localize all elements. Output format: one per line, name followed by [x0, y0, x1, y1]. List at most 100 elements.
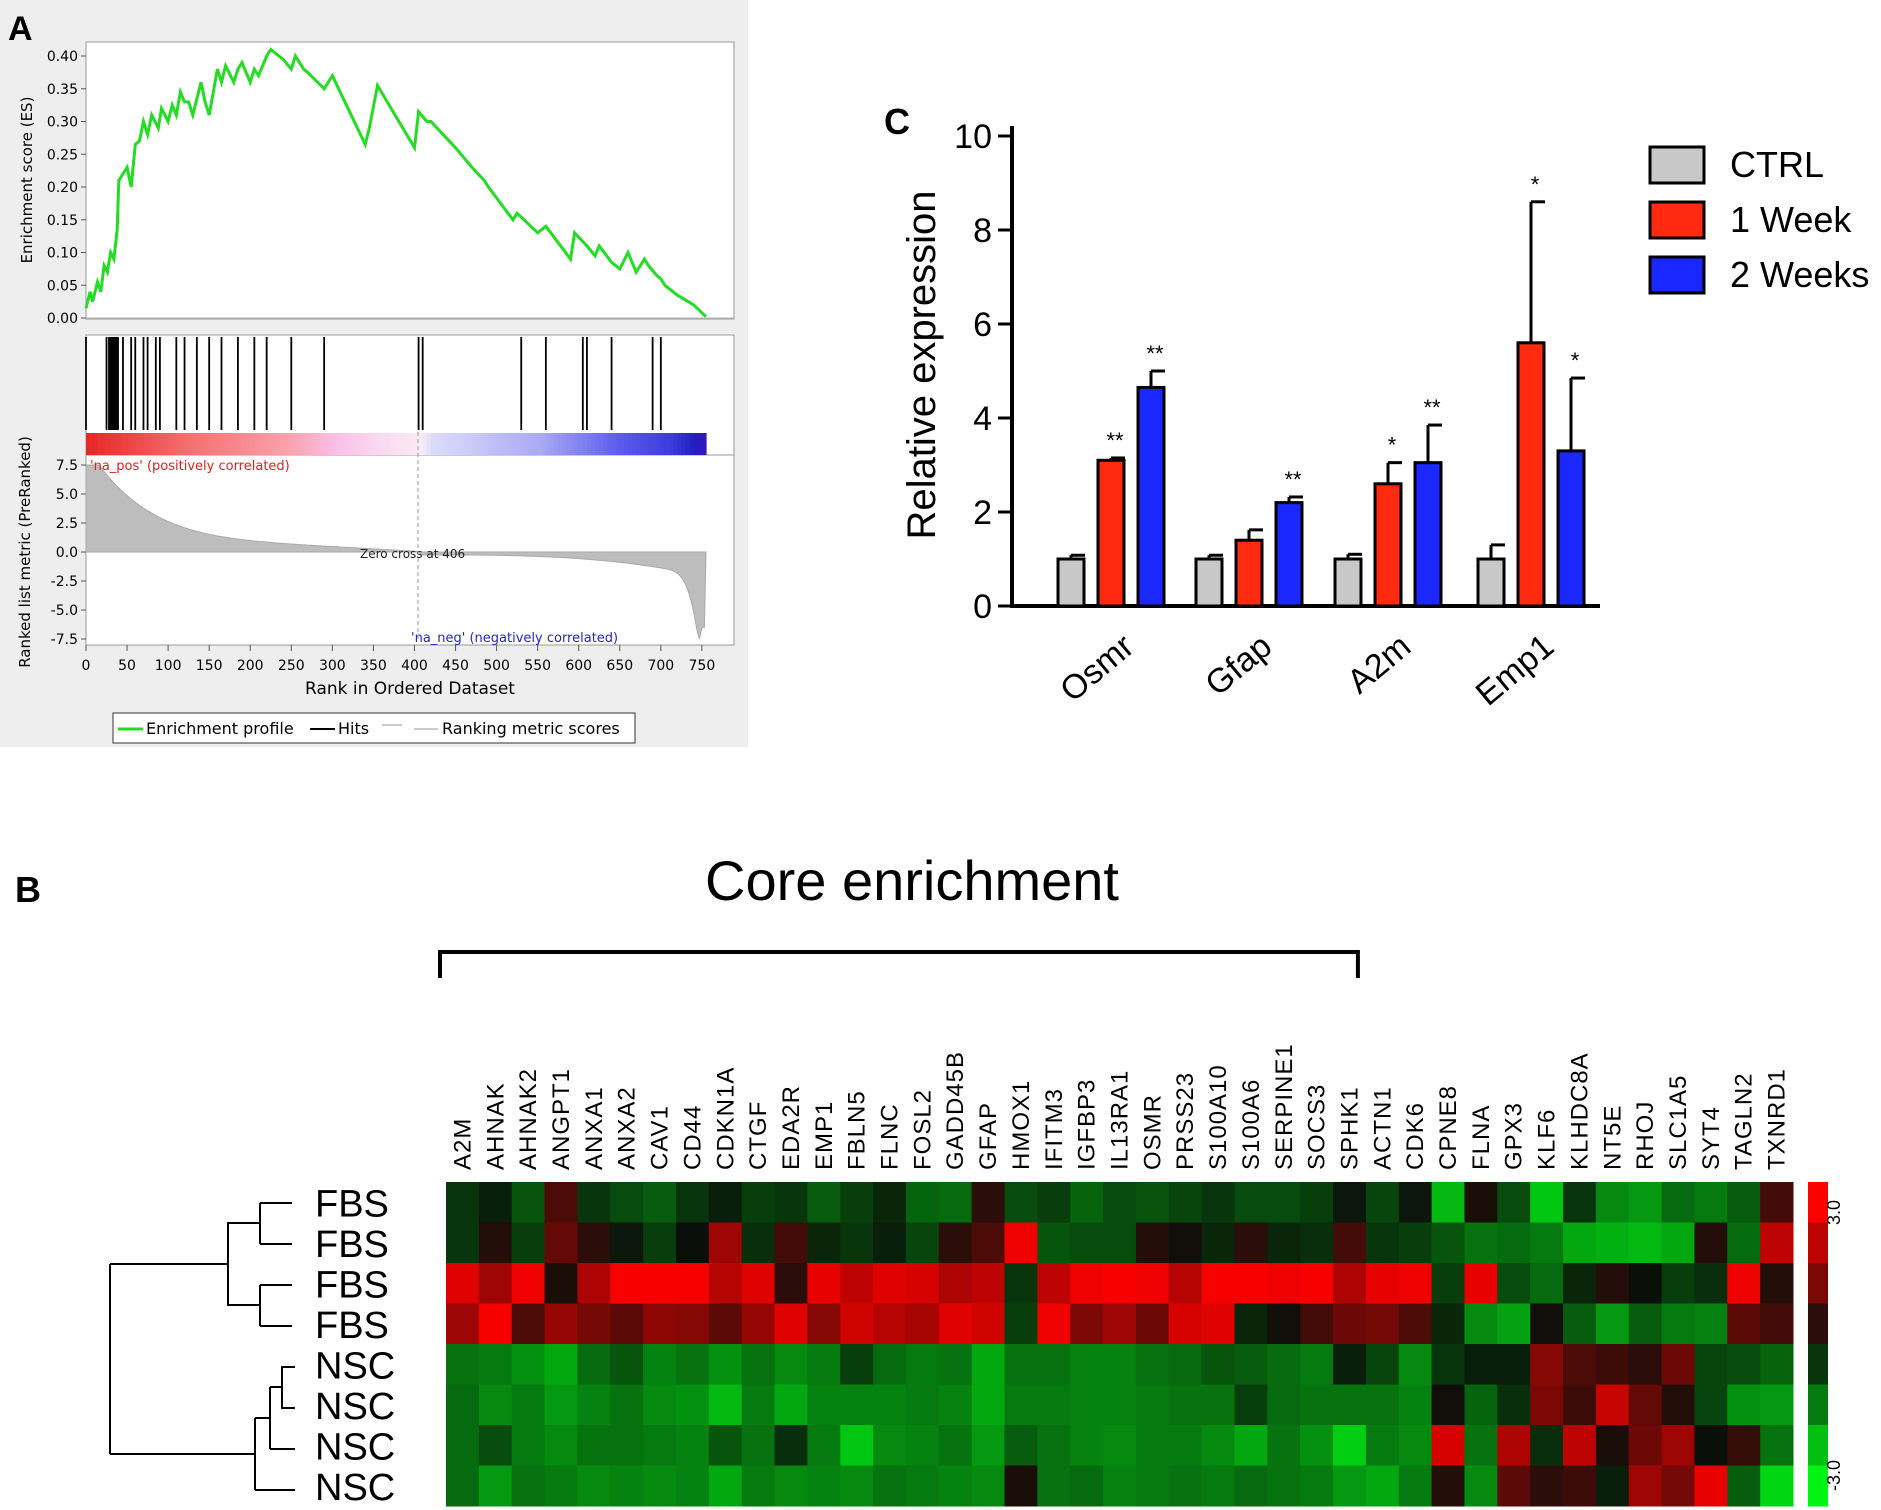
colorbar-segment: [500, 433, 506, 455]
es-y-axis-label: Enrichment score (ES): [18, 97, 36, 264]
heatmap-sample-label: NSC: [315, 1345, 395, 1387]
heatmap-cell: [1497, 1465, 1531, 1507]
heatmap-cell: [1168, 1222, 1203, 1264]
heatmap-cell: [610, 1222, 644, 1264]
heatmap-cell: [1037, 1384, 1071, 1426]
bar: [1373, 482, 1403, 608]
colorbar-segment: [615, 433, 621, 455]
rank-x-axis: 0 50 100 150 200 250 300 350 400 450 500 550 600 650 7…: [82, 645, 715, 674]
bar-category-label: A2m: [1340, 627, 1418, 701]
colorbar-segment: [701, 433, 707, 455]
colorbar-segment: [492, 433, 498, 455]
heatmap-cell: [1135, 1384, 1170, 1426]
heatmap-cell: [905, 1425, 940, 1466]
colorbar-segment: [246, 433, 251, 455]
bar: [1234, 538, 1264, 608]
colorbar-segment: [422, 433, 428, 455]
heatmap-cell: [1760, 1303, 1794, 1345]
heatmap-cell: [905, 1465, 940, 1507]
heatmap-cell: [511, 1263, 546, 1304]
heatmap-cell: [1037, 1263, 1071, 1304]
colorbar-segment: [480, 433, 485, 455]
colorbar-segment: [373, 433, 379, 455]
heatmap-cell: [1300, 1344, 1334, 1385]
bar-legend-swatch: [1648, 145, 1706, 185]
heatmap-cell: [807, 1465, 841, 1507]
heatmap-cell: [643, 1263, 677, 1304]
heatmap-cell: [643, 1182, 677, 1223]
heatmap-cell: [1004, 1182, 1038, 1223]
heatmap-cell: [643, 1222, 677, 1264]
bar: [1413, 461, 1443, 608]
bar-y-tick-label: 6: [973, 306, 992, 344]
heatmap-gene-label: EMP1: [811, 1101, 838, 1170]
heatmap-cell: [807, 1344, 841, 1385]
heatmap-cell: [1234, 1182, 1268, 1223]
heatmap-cell: [577, 1384, 611, 1426]
colorbar-segment: [172, 433, 177, 455]
heatmap-cell: [1365, 1222, 1400, 1264]
heatmap-cell: [1530, 1182, 1564, 1223]
heatmap-cell: [577, 1344, 611, 1385]
heatmap-cell: [1168, 1303, 1203, 1345]
heatmap-sample-label: FBS: [315, 1183, 389, 1225]
bar: [1516, 341, 1546, 608]
legend-enrichment-profile: Enrichment profile: [146, 719, 294, 738]
heatmap-cell: [1464, 1384, 1498, 1426]
heatmap-cell: [511, 1182, 546, 1223]
heatmap-gene-label: GADD45B: [942, 1051, 969, 1170]
heatmap-cell: [905, 1222, 940, 1264]
colorbar-segment: [644, 433, 650, 455]
heatmap-cell: [1070, 1344, 1104, 1385]
colorbar-segment: [118, 433, 124, 455]
heatmap-cell: [1267, 1384, 1301, 1426]
heatmap-cell: [1628, 1384, 1663, 1426]
heatmap-cell: [1365, 1344, 1400, 1385]
color-scale-max-label: 3.0: [1824, 1200, 1844, 1225]
heatmap-cell: [1365, 1384, 1400, 1426]
colorbar-segment: [484, 433, 489, 455]
heatmap-cell: [774, 1344, 808, 1385]
heatmap-cell: [1628, 1425, 1663, 1466]
heatmap-cell: [1135, 1344, 1170, 1385]
bar-legend-swatch: [1648, 255, 1706, 295]
heatmap-cell: [1563, 1384, 1597, 1426]
heatmap-cell: [708, 1344, 743, 1385]
ranked-y-tick-label: -2.5: [51, 574, 78, 590]
heatmap-cell: [446, 1344, 480, 1385]
colorbar-segment: [348, 433, 354, 455]
colorbar-segment: [648, 433, 654, 455]
color-scale-segment: [1808, 1465, 1828, 1507]
heatmap-cell: [1530, 1303, 1564, 1345]
heatmap-cell: [446, 1263, 480, 1304]
heatmap-cell: [840, 1344, 874, 1385]
heatmap-gene-label: GPX3: [1501, 1102, 1528, 1170]
heatmap-cell: [610, 1425, 644, 1466]
heatmap-cell: [1595, 1425, 1630, 1466]
heatmap-cell: [478, 1222, 513, 1264]
colorbar-segment: [168, 433, 173, 455]
colorbar-segment: [381, 433, 387, 455]
colorbar-segment: [258, 433, 264, 455]
colorbar-segment: [447, 433, 453, 455]
colorbar-segment: [689, 433, 695, 455]
colorbar-segment: [283, 433, 288, 455]
heatmap-cell: [1333, 1384, 1367, 1426]
heatmap-cell: [1103, 1425, 1137, 1466]
heatmap-cell: [1530, 1222, 1564, 1264]
heatmap-cell: [1070, 1465, 1104, 1507]
heatmap-cell: [873, 1303, 907, 1345]
colorbar-segment: [467, 433, 473, 455]
heatmap-cell: [1694, 1425, 1728, 1466]
heatmap-cell: [905, 1182, 940, 1223]
rank-x-tick-label: 600: [565, 658, 592, 674]
heatmap-cell: [1333, 1303, 1367, 1345]
heatmap-cell: [1727, 1344, 1761, 1385]
heatmap-cell: [1760, 1384, 1794, 1426]
colorbar-segment: [471, 433, 477, 455]
colorbar-segment: [685, 433, 691, 455]
heatmap-cell: [1135, 1182, 1170, 1223]
colorbar-segment: [393, 433, 399, 455]
heatmap-cell: [1760, 1182, 1794, 1223]
heatmap-cell: [544, 1222, 578, 1264]
